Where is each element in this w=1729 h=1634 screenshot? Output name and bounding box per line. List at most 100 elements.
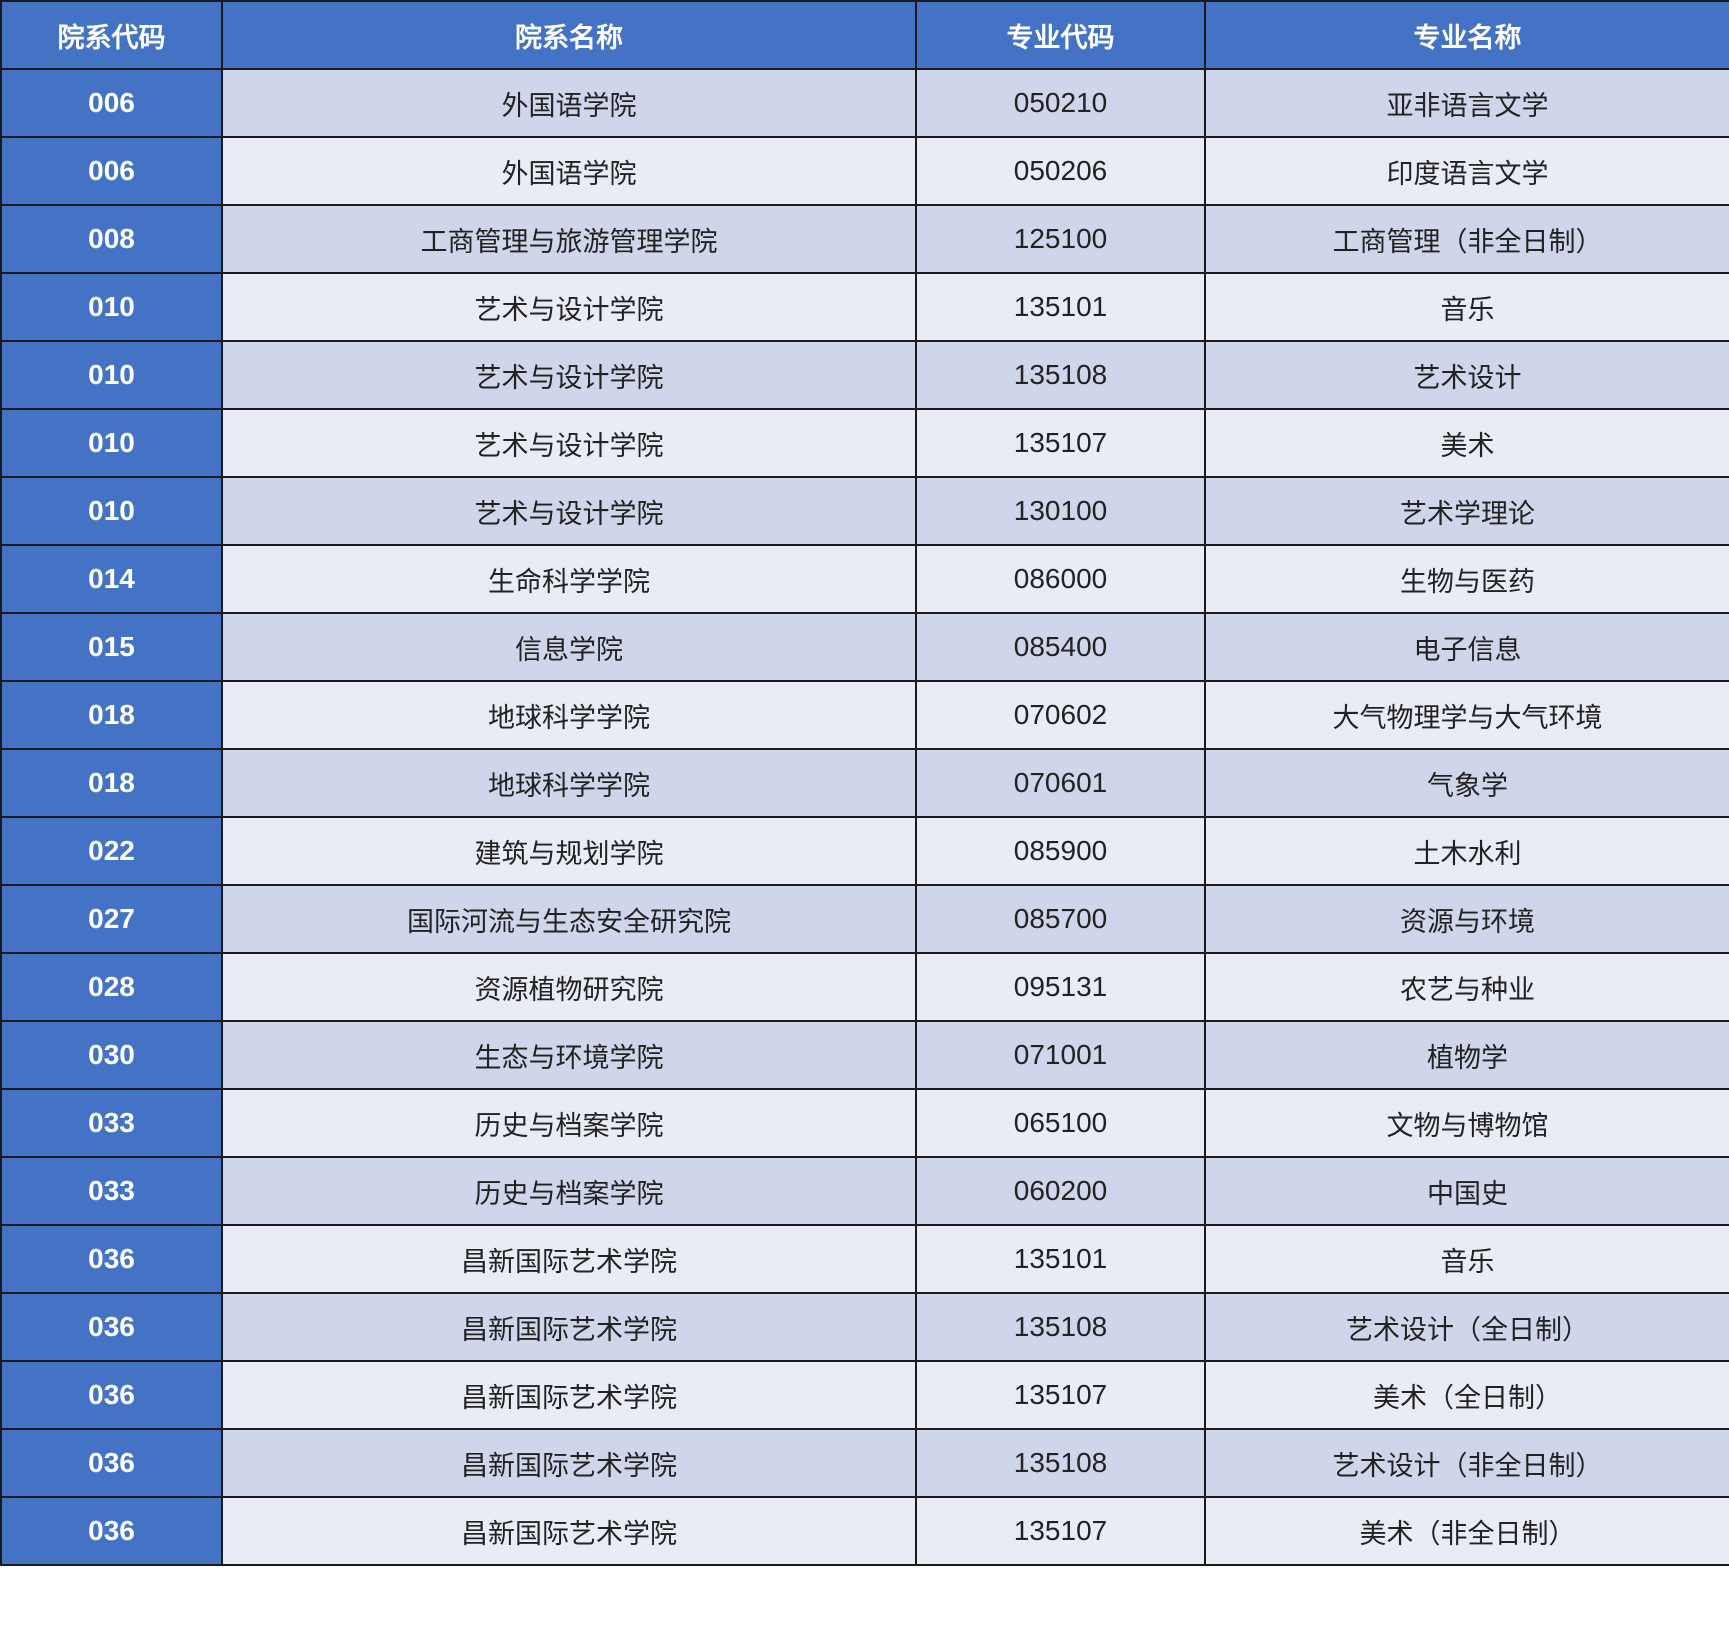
dept-code-cell: 010 — [0, 408, 223, 478]
table-row: 006 外国语学院 050210 亚非语言文学 — [0, 68, 1729, 138]
major-code-cell: 050210 — [915, 68, 1206, 138]
major-code-cell: 135101 — [915, 1224, 1206, 1294]
major-code-cell: 135108 — [915, 340, 1206, 410]
dept-name-cell: 艺术与设计学院 — [221, 340, 917, 410]
dept-code-cell: 022 — [0, 816, 223, 886]
major-code-cell: 071001 — [915, 1020, 1206, 1090]
dept-name-cell: 地球科学学院 — [221, 680, 917, 750]
major-name-cell: 大气物理学与大气环境 — [1204, 680, 1729, 750]
dept-name-cell: 外国语学院 — [221, 68, 917, 138]
major-name-cell: 农艺与种业 — [1204, 952, 1729, 1022]
dept-name-cell: 信息学院 — [221, 612, 917, 682]
table-row: 030 生态与环境学院 071001 植物学 — [0, 1020, 1729, 1090]
major-code-cell: 135107 — [915, 1496, 1206, 1566]
major-name-cell: 生物与医药 — [1204, 544, 1729, 614]
table-row: 036 昌新国际艺术学院 135107 美术（全日制） — [0, 1360, 1729, 1430]
table-row: 022 建筑与规划学院 085900 土木水利 — [0, 816, 1729, 886]
dept-name-cell: 生命科学学院 — [221, 544, 917, 614]
major-code-cell: 070602 — [915, 680, 1206, 750]
dept-code-cell: 027 — [0, 884, 223, 954]
table-row: 010 艺术与设计学院 135108 艺术设计 — [0, 340, 1729, 410]
dept-code-cell: 036 — [0, 1292, 223, 1362]
dept-name-cell: 历史与档案学院 — [221, 1088, 917, 1158]
dept-name-cell: 艺术与设计学院 — [221, 272, 917, 342]
header-major-code: 专业代码 — [915, 0, 1206, 70]
major-name-cell: 工商管理（非全日制） — [1204, 204, 1729, 274]
table-row: 010 艺术与设计学院 135107 美术 — [0, 408, 1729, 478]
dept-name-cell: 生态与环境学院 — [221, 1020, 917, 1090]
dept-code-cell: 033 — [0, 1156, 223, 1226]
dept-code-cell: 036 — [0, 1428, 223, 1498]
table-row: 036 昌新国际艺术学院 135108 艺术设计（全日制） — [0, 1292, 1729, 1362]
dept-name-cell: 国际河流与生态安全研究院 — [221, 884, 917, 954]
major-name-cell: 电子信息 — [1204, 612, 1729, 682]
header-major-name: 专业名称 — [1204, 0, 1729, 70]
major-name-cell: 亚非语言文学 — [1204, 68, 1729, 138]
majors-table: 院系代码 院系名称 专业代码 专业名称 006 外国语学院 050210 亚非语言文学… — [0, 0, 1729, 1566]
dept-code-cell: 030 — [0, 1020, 223, 1090]
table-row: 010 艺术与设计学院 130100 艺术学理论 — [0, 476, 1729, 546]
major-code-cell: 085400 — [915, 612, 1206, 682]
header-dept-name: 院系名称 — [221, 0, 917, 70]
dept-name-cell: 地球科学学院 — [221, 748, 917, 818]
dept-code-cell: 006 — [0, 136, 223, 206]
major-code-cell: 125100 — [915, 204, 1206, 274]
table-row: 018 地球科学学院 070602 大气物理学与大气环境 — [0, 680, 1729, 750]
table-row: 008 工商管理与旅游管理学院 125100 工商管理（非全日制） — [0, 204, 1729, 274]
major-name-cell: 美术（非全日制） — [1204, 1496, 1729, 1566]
dept-code-cell: 018 — [0, 748, 223, 818]
major-code-cell: 065100 — [915, 1088, 1206, 1158]
dept-code-cell: 010 — [0, 340, 223, 410]
major-code-cell: 135101 — [915, 272, 1206, 342]
major-code-cell: 130100 — [915, 476, 1206, 546]
table-row: 006 外国语学院 050206 印度语言文学 — [0, 136, 1729, 206]
dept-name-cell: 艺术与设计学院 — [221, 476, 917, 546]
dept-name-cell: 昌新国际艺术学院 — [221, 1360, 917, 1430]
dept-code-cell: 028 — [0, 952, 223, 1022]
major-code-cell: 135108 — [915, 1428, 1206, 1498]
dept-name-cell: 历史与档案学院 — [221, 1156, 917, 1226]
major-name-cell: 音乐 — [1204, 272, 1729, 342]
major-name-cell: 植物学 — [1204, 1020, 1729, 1090]
dept-name-cell: 昌新国际艺术学院 — [221, 1292, 917, 1362]
table-row: 036 昌新国际艺术学院 135101 音乐 — [0, 1224, 1729, 1294]
major-name-cell: 资源与环境 — [1204, 884, 1729, 954]
major-name-cell: 艺术设计（全日制） — [1204, 1292, 1729, 1362]
dept-code-cell: 008 — [0, 204, 223, 274]
major-code-cell: 070601 — [915, 748, 1206, 818]
major-name-cell: 中国史 — [1204, 1156, 1729, 1226]
major-code-cell: 135107 — [915, 408, 1206, 478]
header-dept-code: 院系代码 — [0, 0, 223, 70]
major-name-cell: 气象学 — [1204, 748, 1729, 818]
table-row: 033 历史与档案学院 065100 文物与博物馆 — [0, 1088, 1729, 1158]
table-row: 036 昌新国际艺术学院 135108 艺术设计（非全日制） — [0, 1428, 1729, 1498]
dept-code-cell: 036 — [0, 1496, 223, 1566]
table-row: 018 地球科学学院 070601 气象学 — [0, 748, 1729, 818]
dept-code-cell: 010 — [0, 272, 223, 342]
major-code-cell: 095131 — [915, 952, 1206, 1022]
table-row: 010 艺术与设计学院 135101 音乐 — [0, 272, 1729, 342]
major-name-cell: 印度语言文学 — [1204, 136, 1729, 206]
major-name-cell: 艺术学理论 — [1204, 476, 1729, 546]
major-name-cell: 文物与博物馆 — [1204, 1088, 1729, 1158]
header-row: 院系代码 院系名称 专业代码 专业名称 — [0, 0, 1729, 70]
table-row: 014 生命科学学院 086000 生物与医药 — [0, 544, 1729, 614]
major-code-cell: 085900 — [915, 816, 1206, 886]
dept-name-cell: 工商管理与旅游管理学院 — [221, 204, 917, 274]
dept-code-cell: 015 — [0, 612, 223, 682]
table-row: 028 资源植物研究院 095131 农艺与种业 — [0, 952, 1729, 1022]
major-code-cell: 085700 — [915, 884, 1206, 954]
dept-name-cell: 昌新国际艺术学院 — [221, 1496, 917, 1566]
table-row: 027 国际河流与生态安全研究院 085700 资源与环境 — [0, 884, 1729, 954]
dept-code-cell: 036 — [0, 1224, 223, 1294]
dept-code-cell: 006 — [0, 68, 223, 138]
major-name-cell: 美术（全日制） — [1204, 1360, 1729, 1430]
dept-name-cell: 资源植物研究院 — [221, 952, 917, 1022]
dept-name-cell: 外国语学院 — [221, 136, 917, 206]
dept-code-cell: 014 — [0, 544, 223, 614]
dept-code-cell: 036 — [0, 1360, 223, 1430]
major-code-cell: 135107 — [915, 1360, 1206, 1430]
major-code-cell: 060200 — [915, 1156, 1206, 1226]
major-name-cell: 音乐 — [1204, 1224, 1729, 1294]
dept-code-cell: 010 — [0, 476, 223, 546]
